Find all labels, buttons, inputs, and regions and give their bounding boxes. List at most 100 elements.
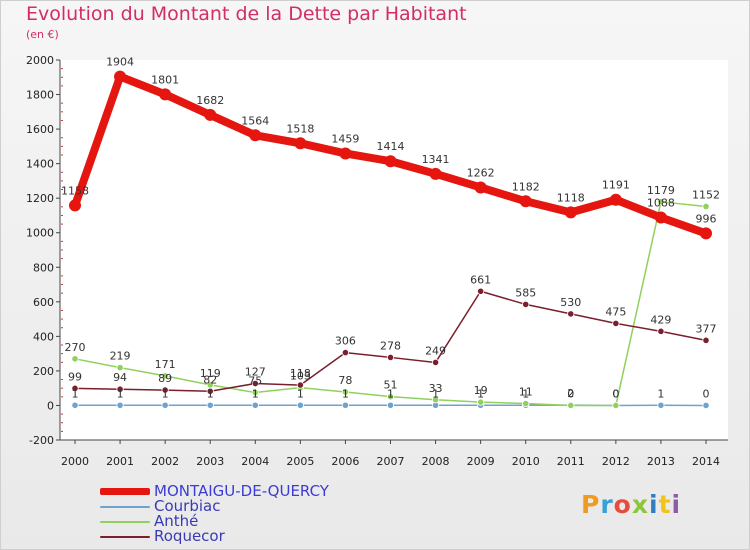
data-point [477, 287, 485, 295]
data-labels-layer: 1158 1904 1801 1682 1564 1518 1459 1414 1341 1262… [61, 56, 720, 401]
legend-item: MONTAIGU-DE-QUERCY [100, 482, 420, 500]
data-label: 11 [519, 386, 533, 399]
data-point [657, 401, 665, 409]
data-point [204, 108, 217, 121]
legend-swatch [100, 488, 150, 495]
data-label: 1262 [467, 166, 495, 179]
legend-item: Anthé [100, 512, 420, 530]
data-label: 270 [65, 341, 86, 354]
data-label: 118 [290, 367, 311, 380]
logo-letter: i [671, 490, 682, 519]
data-point [386, 353, 395, 362]
logo-letter: i [649, 490, 659, 519]
y-tick-label: 800 [33, 261, 54, 274]
data-label: 1 [387, 387, 394, 400]
data-label: 475 [605, 305, 626, 318]
data-point [161, 386, 169, 394]
data-point [654, 211, 667, 224]
y-tick-label: 600 [33, 296, 54, 309]
data-point [612, 319, 620, 328]
data-label: 585 [515, 286, 536, 299]
data-point [477, 398, 485, 406]
logo-letter: r [600, 490, 614, 519]
logo-letter: o [613, 490, 632, 519]
data-label: 1 [477, 387, 484, 400]
data-label: 2 [567, 387, 574, 400]
data-label: 429 [650, 313, 671, 326]
data-label: 1801 [151, 73, 179, 86]
data-label: 1182 [512, 180, 540, 193]
data-label: 278 [380, 339, 401, 352]
logo-letter: P [581, 490, 601, 519]
legend-swatch [100, 506, 150, 508]
data-label: 219 [110, 350, 131, 363]
data-label: 996 [696, 212, 717, 225]
data-point [702, 336, 710, 344]
data-label: 1341 [422, 153, 450, 166]
data-label: 1191 [602, 179, 630, 192]
data-label: 1 [297, 387, 304, 400]
data-point [564, 206, 577, 219]
x-tick-label: 2013 [647, 455, 675, 468]
data-label: 1 [252, 387, 259, 400]
data-label: 51 [384, 379, 398, 392]
data-point [341, 388, 350, 396]
y-tick-label: 0 [47, 399, 54, 412]
data-point [431, 396, 440, 404]
data-point [296, 381, 304, 389]
x-tick-label: 2009 [467, 455, 495, 468]
data-point [116, 401, 124, 409]
x-tick-label: 2012 [602, 455, 630, 468]
logo-letter: x [631, 490, 649, 519]
data-label: 171 [155, 358, 176, 371]
data-label: 1682 [196, 94, 224, 107]
data-point [249, 129, 262, 142]
x-tick-label: 2006 [331, 455, 359, 468]
data-point [702, 202, 710, 211]
data-label: 103 [290, 370, 311, 383]
data-label: 306 [335, 335, 356, 348]
data-label: 249 [425, 344, 446, 357]
data-label: 1 [522, 387, 529, 400]
data-label: 78 [338, 374, 352, 387]
data-point [702, 401, 710, 410]
data-point [69, 199, 81, 212]
data-point [431, 358, 440, 367]
data-label: 661 [470, 273, 491, 286]
proxiti-logo: Proxiti [581, 490, 681, 519]
data-point [71, 384, 79, 392]
data-point [159, 88, 172, 101]
x-tick-label: 2004 [241, 455, 269, 468]
legend-swatch [100, 521, 150, 523]
y-tick-label: 1600 [26, 123, 54, 136]
data-point [341, 401, 350, 409]
data-point [612, 401, 620, 410]
data-point [251, 401, 259, 409]
data-label: 1414 [377, 140, 405, 153]
data-point [609, 193, 622, 206]
y-tick-label: 1400 [26, 158, 54, 171]
y-tick-label: 200 [33, 365, 54, 378]
legend: MONTAIGU-DE-QUERCY Courbiac Anthé Roquecor [100, 482, 420, 545]
data-label: 377 [696, 322, 717, 335]
legend-item: Roquecor [100, 527, 420, 545]
data-label: 1 [432, 387, 439, 400]
y-tick-label: 2000 [26, 54, 54, 67]
data-point [116, 385, 124, 393]
data-label: 0 [612, 387, 619, 400]
data-label: 1 [207, 387, 214, 400]
data-point [161, 372, 169, 380]
legend-label: Courbiac [154, 497, 221, 515]
data-point [71, 401, 79, 409]
data-point [384, 155, 397, 168]
data-label: 1564 [241, 114, 269, 127]
data-label: 0 [703, 387, 710, 400]
y-tick-label: 1800 [26, 89, 54, 102]
data-label: 89 [158, 372, 172, 385]
data-label: 1 [342, 387, 349, 400]
legend-label: Roquecor [154, 527, 225, 545]
data-point [474, 181, 487, 194]
data-label: 530 [560, 296, 581, 309]
x-tick-label: 2000 [61, 455, 89, 468]
